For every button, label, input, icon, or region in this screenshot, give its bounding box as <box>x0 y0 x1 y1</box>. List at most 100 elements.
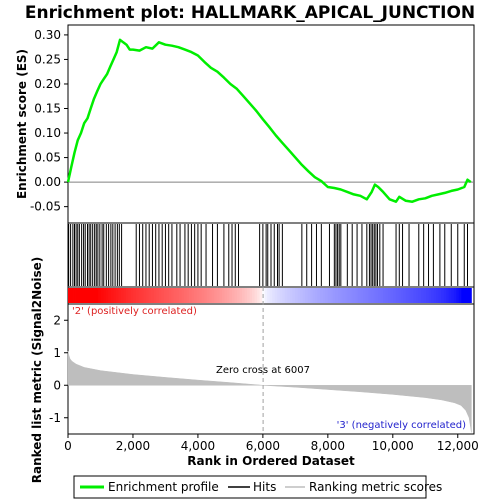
es-y-axis-title: Enrichment score (ES) <box>15 49 29 199</box>
es-curve-layer <box>66 38 472 203</box>
heatmap-cell <box>342 288 346 303</box>
legend-profile-label: Enrichment profile <box>108 480 219 494</box>
heatmap-cell <box>183 288 187 303</box>
heatmap-cell <box>110 288 114 303</box>
heatmap-cell <box>209 288 213 303</box>
heatmap-cell <box>120 288 124 303</box>
heatmap-cell <box>219 288 223 303</box>
heatmap-cell <box>148 288 152 303</box>
heatmap-cell <box>357 288 361 303</box>
heatmap-cell <box>277 288 281 303</box>
heatmap-cell <box>292 288 296 303</box>
heatmap-cell <box>141 288 145 303</box>
heatmap-cell <box>302 288 306 303</box>
heatmap-cell <box>241 288 245 303</box>
metric-y-tick-label: 2 <box>53 313 61 327</box>
heatmap-cell <box>118 288 122 303</box>
heatmap-cell <box>405 288 409 303</box>
enrichment-profile-line <box>66 38 472 203</box>
heatmap-cell <box>252 288 255 303</box>
heatmap-cell <box>73 288 76 303</box>
heatmap-cell <box>388 288 392 303</box>
heatmap-cell <box>168 288 172 303</box>
heatmap-cell <box>451 288 455 303</box>
heatmap-cell <box>446 288 450 303</box>
legend-metric-label: Ranking metric scores <box>309 480 442 494</box>
heatmap-cell <box>274 288 278 303</box>
metric-area-layer <box>67 287 472 434</box>
x-tick-label: 10,000 <box>372 439 414 453</box>
legend: Enrichment profile Hits Ranking metric s… <box>73 475 442 499</box>
heatmap-cell <box>350 288 354 303</box>
heatmap-cell <box>95 288 99 303</box>
heatmap-cell <box>443 288 447 303</box>
heatmap-cell <box>239 288 243 303</box>
heatmap-cell <box>340 288 344 303</box>
heatmap-cell <box>463 288 467 303</box>
heatmap-cell <box>231 288 235 303</box>
heatmap-cell <box>257 288 261 303</box>
heatmap-cell <box>433 288 437 303</box>
heatmap-cell <box>310 288 313 303</box>
heatmap-cell <box>146 288 150 303</box>
heatmap-cell <box>186 288 190 303</box>
heatmap-cell <box>214 288 218 303</box>
heatmap-cell <box>216 288 220 303</box>
heatmap-cell <box>408 288 412 303</box>
heatmap-cell <box>453 288 457 303</box>
x-tick-label: 2,000 <box>116 439 150 453</box>
heatmap-cell <box>337 288 341 303</box>
heatmap-cell <box>345 288 349 303</box>
es-y-tick-label: 0.30 <box>34 28 61 42</box>
heatmap-cell <box>158 288 162 303</box>
metric-y-axis-title: Ranked list metric (Signal2Noise) <box>30 257 44 484</box>
heatmap-cell <box>438 288 442 303</box>
heatmap-cell <box>355 288 359 303</box>
heatmap-cell <box>289 288 293 303</box>
heatmap-cell <box>297 288 301 303</box>
heatmap-cell <box>368 288 371 303</box>
x-axis-title: Rank in Ordered Dataset <box>187 454 355 468</box>
heatmap-cell <box>194 288 197 303</box>
heatmap-cell <box>196 288 200 303</box>
x-tick-label: 0 <box>64 439 72 453</box>
heatmap-cell <box>204 288 208 303</box>
heatmap-cell <box>161 288 165 303</box>
heatmap-cell <box>151 288 155 303</box>
heatmap-cell <box>68 288 71 303</box>
heatmap-cell <box>403 288 407 303</box>
heatmap-cell <box>352 288 356 303</box>
heatmap-cell <box>279 288 283 303</box>
heatmap-cell <box>224 288 228 303</box>
heatmap-cell <box>181 288 185 303</box>
heatmap-cell <box>176 288 180 303</box>
heatmap-cell <box>103 288 107 303</box>
es-panel-frame <box>67 24 475 224</box>
heatmap-cell <box>362 288 366 303</box>
heatmap-cell <box>75 288 79 303</box>
heatmap-cell <box>247 288 250 303</box>
heatmap-cell <box>221 288 225 303</box>
heatmap-cell <box>229 288 233 303</box>
heatmap-cell <box>400 288 404 303</box>
heatmap-cell <box>418 288 422 303</box>
es-y-tick-label: 0.00 <box>34 175 61 189</box>
heatmap-cell <box>88 288 92 303</box>
heatmap-cell <box>347 288 351 303</box>
heatmap-cell <box>143 288 147 303</box>
heatmap-cell <box>244 288 248 303</box>
heatmap-cell <box>133 288 137 303</box>
heatmap-cell <box>282 288 286 303</box>
heatmap-cell <box>423 288 427 303</box>
x-tick-label: 8,000 <box>311 439 345 453</box>
heatmap-cell <box>211 288 215 303</box>
heatmap-cell <box>365 288 369 303</box>
heatmap-cell <box>307 288 311 303</box>
heatmap-cell <box>93 288 97 303</box>
heatmap-cell <box>171 288 175 303</box>
heatmap-cell <box>466 288 470 303</box>
heatmap-cell <box>189 288 192 303</box>
heatmap-cell <box>415 288 419 303</box>
heatmap-cell <box>390 288 394 303</box>
heatmap-cell <box>426 288 429 303</box>
